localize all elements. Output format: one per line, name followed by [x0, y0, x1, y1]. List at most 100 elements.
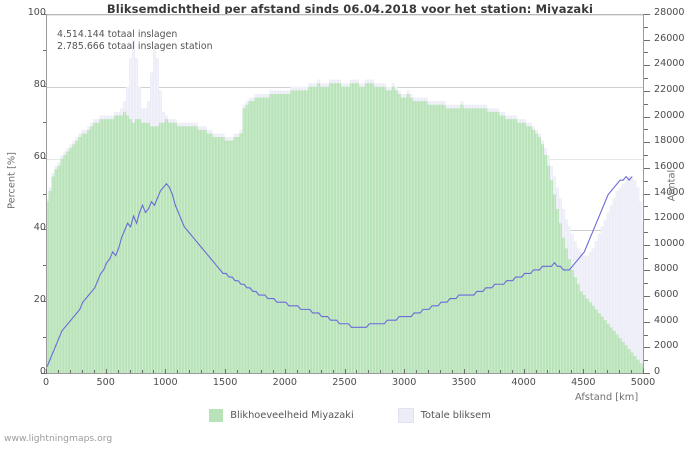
x-tickmark-1000 — [165, 369, 166, 374]
bar-separators — [47, 40, 642, 373]
x-minor-tick-3600 — [476, 370, 477, 373]
gridline-100 — [47, 15, 643, 16]
y-right-tickmark-26000 — [644, 40, 650, 41]
x-minor-tick-4300 — [559, 370, 560, 373]
annotation-station-strikes: 2.785.666 totaal inslagen station — [57, 41, 213, 52]
x-minor-tick-900 — [153, 370, 154, 373]
x-minor-tick-1700 — [249, 370, 250, 373]
x-minor-tick-2100 — [297, 370, 298, 373]
y-right-tick-4000: 4000 — [654, 314, 679, 326]
y-right-minor-tick-13000 — [644, 206, 648, 207]
legend-swatch-station — [209, 409, 224, 422]
x-minor-tick-4600 — [595, 370, 596, 373]
chart-legend: Blikhoeveelheid Miyazaki Totale bliksem — [0, 408, 700, 423]
x-minor-tick-4900 — [631, 370, 632, 373]
series-line-percent — [47, 175, 633, 368]
x-tickmark-500 — [106, 369, 107, 374]
x-minor-tick-1200 — [189, 370, 190, 373]
y-axis-right: 0 2000 4000 6000 8000 10000 12000 14000 16000 180… — [644, 0, 700, 450]
y-left-tickmark-40 — [41, 229, 46, 230]
x-tick-2000: 2000 — [272, 377, 298, 388]
y-right-minor-tick-9000 — [644, 258, 648, 259]
x-tick-0: 0 — [42, 377, 50, 388]
x-minor-tick-2800 — [380, 370, 381, 373]
y-right-tick-28000: 28000 — [654, 7, 685, 18]
y-left-tickmark-20 — [41, 301, 46, 302]
y-right-tick-14000: 14000 — [654, 186, 685, 198]
x-minor-tick-2300 — [321, 370, 322, 373]
footer-url: www.lightningmaps.org — [4, 433, 113, 444]
x-tick-5000: 5000 — [630, 377, 656, 388]
y-right-tickmark-18000 — [644, 142, 650, 143]
y-right-minor-tick-5000 — [644, 309, 648, 310]
x-tick-3500: 3500 — [451, 377, 477, 388]
y-right-tickmark-10000 — [644, 245, 650, 246]
y-left-tickmark-100 — [41, 14, 46, 15]
legend-swatch-total — [397, 408, 414, 423]
x-minor-tick-600 — [118, 370, 119, 373]
x-tick-4500: 4500 — [571, 377, 596, 388]
y-right-minor-tick-25000 — [644, 52, 648, 53]
y-left-tick-60: 60 — [33, 150, 46, 162]
x-tick-2500: 2500 — [332, 377, 357, 388]
y-left-minor-tick-50 — [43, 194, 46, 195]
y-right-tickmark-4000 — [644, 322, 650, 323]
y-left-tick-80: 80 — [33, 78, 46, 90]
y-right-minor-tick-3000 — [644, 335, 648, 336]
x-tickmark-4000 — [524, 369, 525, 374]
y-right-minor-tick-23000 — [644, 78, 648, 79]
y-right-tick-24000: 24000 — [654, 58, 685, 70]
y-left-minor-tick-30 — [43, 265, 46, 266]
x-minor-tick-1900 — [273, 370, 274, 373]
legend-item-total: Totale bliksem — [397, 408, 491, 423]
x-minor-tick-1300 — [201, 370, 202, 373]
y-right-tickmark-6000 — [644, 296, 650, 297]
x-minor-tick-400 — [94, 370, 95, 373]
x-tick-500: 500 — [96, 377, 115, 388]
y-right-minor-tick-11000 — [644, 232, 648, 233]
x-minor-tick-4800 — [619, 370, 620, 373]
x-minor-tick-800 — [142, 370, 143, 373]
x-tickmark-0 — [46, 369, 47, 374]
x-tick-1500: 1500 — [212, 377, 238, 388]
plot-area — [46, 14, 643, 373]
y-axis-left: 0 20 40 60 80 100 Percent [%] — [0, 0, 46, 450]
y-right-tick-0: 0 — [654, 366, 661, 377]
y-right-tick-18000: 18000 — [654, 135, 685, 147]
x-axis-title: Afstand [km] — [575, 392, 639, 403]
y-left-tickmark-60 — [41, 158, 46, 159]
y-right-minor-tick-15000 — [644, 181, 648, 182]
legend-item-station: Blikhoeveelheid Miyazaki — [209, 409, 354, 422]
x-minor-tick-1600 — [237, 370, 238, 373]
x-minor-tick-3200 — [428, 370, 429, 373]
annotation-total-strikes: 4.514.144 totaal inslagen — [57, 29, 178, 40]
x-minor-tick-2400 — [333, 370, 334, 373]
y-left-tick-40: 40 — [33, 222, 46, 234]
y-right-tick-8000: 8000 — [654, 263, 679, 275]
y-left-tick-100: 100 — [27, 7, 46, 18]
series-area-station — [47, 83, 643, 373]
x-tickmark-2500 — [345, 369, 346, 374]
x-tickmark-1500 — [225, 369, 226, 374]
x-minor-tick-3700 — [488, 370, 489, 373]
y-right-tick-10000: 10000 — [654, 237, 685, 249]
x-minor-tick-2200 — [309, 370, 310, 373]
plot-right-border — [643, 14, 644, 373]
y-right-minor-tick-17000 — [644, 155, 648, 156]
y-right-tick-6000: 6000 — [654, 289, 679, 301]
x-minor-tick-4400 — [571, 370, 572, 373]
y-right-tick-20000: 20000 — [654, 109, 685, 121]
y-right-minor-tick-19000 — [644, 129, 648, 130]
series-layer — [47, 40, 643, 373]
x-minor-tick-3100 — [416, 370, 417, 373]
y-right-minor-tick-7000 — [644, 283, 648, 284]
x-tickmark-5000 — [643, 369, 644, 374]
y-left-minor-tick-70 — [43, 122, 46, 123]
y-left-tickmark-0 — [41, 373, 46, 374]
y-left-minor-tick-10 — [43, 337, 46, 338]
y-left-tickmark-80 — [41, 86, 46, 87]
x-tick-3000: 3000 — [391, 377, 417, 388]
x-minor-tick-4100 — [536, 370, 537, 373]
x-tickmark-3500 — [464, 369, 465, 374]
y-right-tickmark-24000 — [644, 65, 650, 66]
